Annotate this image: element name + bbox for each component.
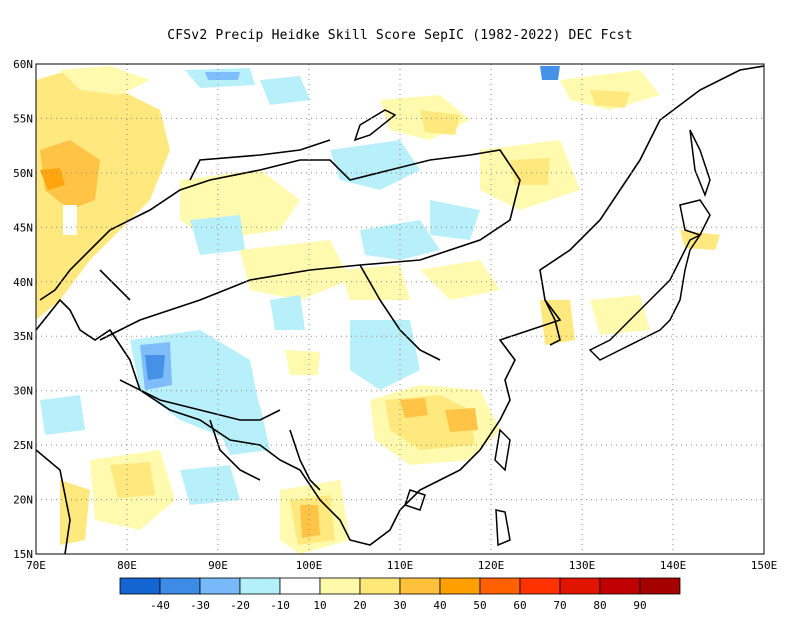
colorbar-swatch <box>319 577 361 595</box>
colorbar-tick-labels: -40 -30 -20 -10 10 20 30 40 50 60 70 80 90 <box>150 599 647 612</box>
colorbar-swatch <box>479 577 521 595</box>
colorbar-tick-label: 90 <box>633 599 646 612</box>
colorbar-tick-label: 50 <box>473 599 486 612</box>
lat-label: 60N <box>13 58 33 71</box>
lon-label: 100E <box>296 559 323 572</box>
colorbar-swatch <box>279 577 321 595</box>
colorbar-tick-label: 10 <box>313 599 326 612</box>
plot-area <box>36 64 764 554</box>
lat-label: 40N <box>13 276 33 289</box>
colorbar-swatch <box>639 577 681 595</box>
lat-label: 50N <box>13 167 33 180</box>
colorbar-tick-label: -30 <box>190 599 210 612</box>
colorbar-swatch <box>119 577 161 595</box>
lat-label: 30N <box>13 385 33 398</box>
lat-label: 45N <box>13 221 33 234</box>
lon-label: 130E <box>569 559 596 572</box>
colorbar-tick-label: 80 <box>593 599 606 612</box>
colorbar-tick-label: -10 <box>270 599 290 612</box>
coastlines <box>36 65 764 554</box>
colorbar-swatch <box>159 577 201 595</box>
colorbar-swatch <box>199 577 241 595</box>
colorbar-swatch <box>359 577 401 595</box>
plot-frame <box>35 63 765 555</box>
chart-title: CFSv2 Precip Heidke Skill Score SepIC (1… <box>167 28 633 43</box>
colorbar-swatch <box>439 577 481 595</box>
lon-label: 140E <box>660 559 687 572</box>
colorbar-swatch <box>559 577 601 595</box>
latitude-labels: 60N 55N 50N 45N 40N 35N 30N 25N 20N 15N <box>13 58 33 561</box>
colorbar-swatch <box>239 577 281 595</box>
colorbar-tick-label: -40 <box>150 599 170 612</box>
colorbar-tick-label: 70 <box>553 599 566 612</box>
colorbar-swatch <box>519 577 561 595</box>
islands <box>353 109 711 547</box>
colorbar-tick-label: -20 <box>230 599 250 612</box>
lat-label: 35N <box>13 330 33 343</box>
grid <box>36 64 764 554</box>
colorbar-swatch <box>399 577 441 595</box>
lon-label: 90E <box>208 559 228 572</box>
colorbar-tick-label: 60 <box>513 599 526 612</box>
colorbar-tick-label: 40 <box>433 599 446 612</box>
colorbar-swatch <box>599 577 641 595</box>
lat-label: 20N <box>13 494 33 507</box>
colorbar-tick-label: 30 <box>393 599 406 612</box>
lon-label: 70E <box>26 559 46 572</box>
colorbar-tick-label: 20 <box>353 599 366 612</box>
lon-label: 120E <box>478 559 505 572</box>
lat-label: 15N <box>13 548 33 561</box>
lon-label: 110E <box>387 559 414 572</box>
colorbar <box>119 577 681 595</box>
longitude-labels: 70E 80E 90E 100E 110E 120E 130E 140E 150E <box>26 559 777 572</box>
lon-label: 80E <box>117 559 137 572</box>
skill-shading <box>36 66 720 554</box>
lon-label: 150E <box>751 559 778 572</box>
lat-label: 25N <box>13 439 33 452</box>
lat-label: 55N <box>13 112 33 125</box>
